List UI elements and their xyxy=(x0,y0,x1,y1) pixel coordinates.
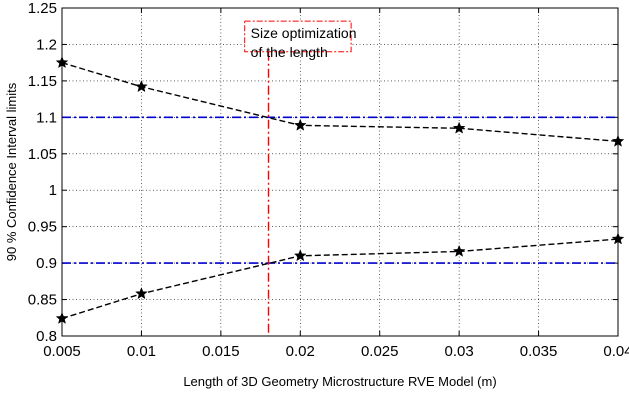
y-axis-label: 90 % Confidence Interval limits xyxy=(4,82,19,261)
y-tick-label: 1.05 xyxy=(28,146,57,163)
data-point xyxy=(293,118,307,131)
x-tick-label: 0.04 xyxy=(603,343,629,360)
data-point xyxy=(452,244,466,257)
y-tick-label: 0.8 xyxy=(36,328,57,345)
x-tick-label: 0.02 xyxy=(286,343,315,360)
annotation: Size optimization of the length xyxy=(244,20,357,60)
annotation-text: of the length xyxy=(251,44,328,60)
x-tick-label: 0.035 xyxy=(520,343,558,360)
y-tick-label: 1.1 xyxy=(36,109,57,126)
y-tick-label: 0.9 xyxy=(36,255,57,272)
plot-frame xyxy=(61,7,619,337)
x-tick-label: 0.025 xyxy=(361,343,399,360)
data-point xyxy=(293,249,307,262)
series-line xyxy=(61,62,619,143)
y-tick-labels: 0.8 0.85 0.9 0.95 1 1.05 1.1 1.15 1.2 1.25 xyxy=(28,0,57,345)
y-tick-label: 0.95 xyxy=(28,219,57,236)
annotation-box xyxy=(244,20,352,53)
data-point xyxy=(135,80,148,93)
data-point xyxy=(452,121,466,134)
y-tick-label: 1 xyxy=(49,182,57,199)
x-tick-labels: 0.005 0.01 0.015 0.02 0.025 0.03 0.035 0.04 xyxy=(43,343,629,360)
y-tick-label: 1.15 xyxy=(28,73,57,90)
y-tick-label: 0.85 xyxy=(28,292,57,309)
x-tick-label: 0.01 xyxy=(127,343,156,360)
reference-lines xyxy=(62,51,618,336)
annotation-text: Size optimization xyxy=(251,25,357,41)
x-tick-label: 0.015 xyxy=(202,343,240,360)
x-axis-label: Length of 3D Geometry Microstructure RVE… xyxy=(183,374,496,389)
x-tick-label: 0.03 xyxy=(445,343,474,360)
y-tick-label: 1.25 xyxy=(28,0,57,17)
data-point xyxy=(135,287,148,300)
grid-lines xyxy=(61,7,619,337)
y-tick-label: 1.2 xyxy=(36,36,57,53)
x-tick-label: 0.005 xyxy=(43,343,81,360)
series-line xyxy=(61,238,619,320)
